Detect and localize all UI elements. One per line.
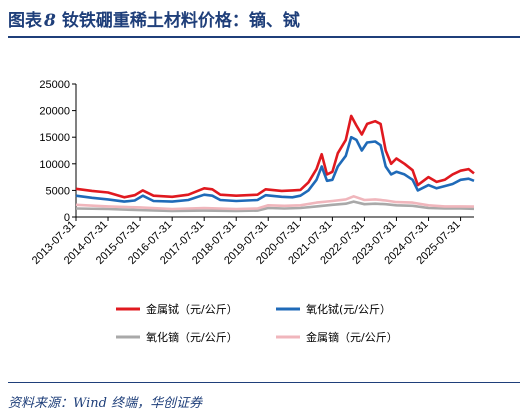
legend-label: 金属铽（元/公斤） [146,302,238,316]
series-line-4 [75,195,475,211]
series-line-2 [75,135,475,203]
y-tick-label: 5000 [46,185,70,197]
legend-label: 氧化镝（元/公斤） [146,330,238,344]
title-divider [8,36,520,38]
series-line-3 [75,200,475,213]
figure-label: 图表 [8,11,42,31]
y-tick-label: 25000 [39,79,70,91]
source-note: 资料来源：Wind 终端，华创证券 [8,396,203,411]
legend-label: 金属镝（元/公斤） [306,330,398,344]
y-tick-label: 15000 [39,132,70,144]
series-line-1 [75,114,475,199]
legend-label: 氧化铽(元/公斤） [306,302,391,316]
figure-title-text: 钕铁硼重稀土材料价格：镝、铽 [61,11,300,31]
y-tick-label: 20000 [39,106,70,118]
y-tick-label: 10000 [39,159,70,171]
figure-number: 8 [44,11,56,31]
figure-title: 图表 8 钕铁硼重稀土材料价格：镝、铽 [8,6,300,31]
line-chart: 05000100001500020000250002013-07-312014-… [30,79,475,344]
y-tick-label: 0 [64,212,70,224]
source-divider [8,382,520,383]
